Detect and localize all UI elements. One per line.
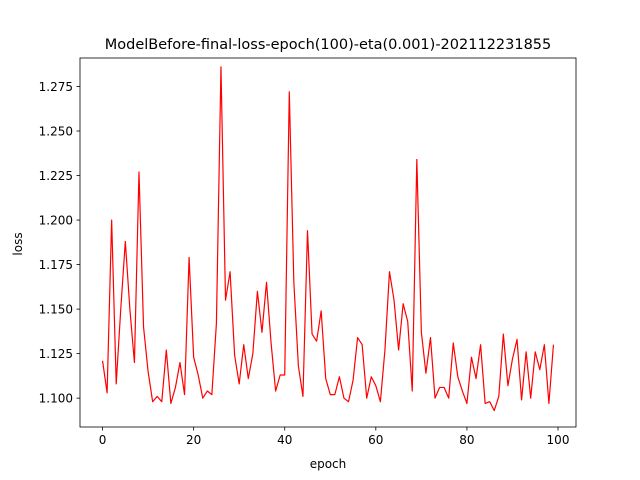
y-tick-label: 1.100 <box>39 391 73 405</box>
x-tick-label: 20 <box>186 433 201 447</box>
x-tick-label: 100 <box>547 433 570 447</box>
y-tick-label: 1.125 <box>39 347 73 361</box>
axes-frame <box>79 57 577 428</box>
plot-area: 0 20 40 60 80 100 1.100 1.125 1.150 1.175 1.200 1.2… <box>39 57 577 447</box>
y-tick-label: 1.275 <box>39 80 73 94</box>
y-tick-label: 1.225 <box>39 169 73 183</box>
y-tick-label: 1.175 <box>39 258 73 272</box>
x-axis-label: epoch <box>310 457 347 471</box>
x-tick-label: 60 <box>368 433 383 447</box>
y-tick-label: 1.250 <box>39 124 73 138</box>
x-tick-label: 80 <box>459 433 474 447</box>
series-line-0 <box>101 66 555 412</box>
y-tick-label: 1.200 <box>39 213 73 227</box>
y-tick-label: 1.150 <box>39 302 73 316</box>
y-axis-label: loss <box>11 232 25 255</box>
chart-title: ModelBefore-final-loss-epoch(100)-eta(0.… <box>105 37 552 53</box>
x-tick-label: 0 <box>99 433 107 447</box>
x-tick-label: 40 <box>277 433 292 447</box>
